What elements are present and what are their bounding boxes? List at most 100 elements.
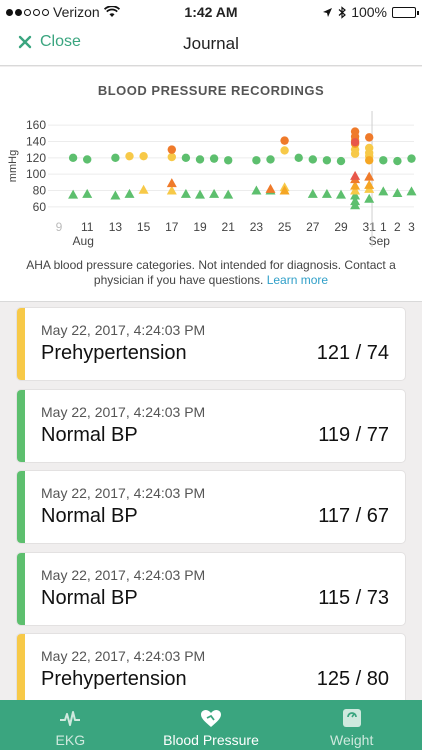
systolic-point (365, 133, 374, 142)
recording-date: May 22, 2017, 4:24:03 PM (41, 566, 206, 583)
recording-card[interactable]: May 22, 2017, 4:24:03 PM Prehypertension 1… (17, 634, 405, 700)
x-tick-label: 19 (193, 220, 207, 234)
x-tick-label: 31 (363, 220, 377, 234)
bluetooth-icon (338, 5, 347, 19)
battery-icon (392, 6, 419, 18)
learn-more-link[interactable]: Learn more (266, 273, 329, 287)
diastolic-point (364, 193, 375, 203)
diastolic-point (166, 178, 177, 188)
category-stripe (17, 552, 25, 625)
location-arrow-icon (323, 7, 333, 17)
x-tick-label: 13 (109, 220, 123, 234)
status-time: 1:42 AM (184, 4, 238, 20)
status-left: Verizon (6, 4, 120, 20)
recording-card[interactable]: May 22, 2017, 4:24:03 PM Normal BP 119 / 7… (17, 389, 405, 462)
recording-value: 121 / 74 (316, 342, 389, 364)
close-label: Close (40, 33, 81, 50)
x-tick-label: 27 (306, 220, 320, 234)
diastolic-point (251, 185, 262, 195)
x-tick-label: 15 (137, 220, 151, 234)
diastolic-point (350, 190, 361, 200)
tab-bar: EKG Blood Pressure Weight (0, 700, 422, 750)
diastolic-point (350, 180, 361, 190)
diastolic-point (209, 188, 220, 198)
diastolic-point (350, 185, 361, 195)
chart-title: BLOOD PRESSURE RECORDINGS (97, 83, 325, 98)
tab-ekg[interactable]: EKG (0, 700, 141, 750)
systolic-point (167, 145, 176, 154)
diastolic-point (378, 186, 389, 196)
month-label: Sep (369, 234, 391, 248)
signal-icon (6, 8, 49, 16)
systolic-point (393, 156, 402, 166)
category-stripe (17, 634, 25, 700)
diastolic-point (68, 189, 79, 199)
systolic-point (181, 153, 191, 163)
y-axis-label: mmHg (7, 150, 19, 182)
month-label: Aug (73, 234, 94, 248)
recording-category: Prehypertension (41, 342, 187, 364)
tab-weight[interactable]: Weight (281, 700, 422, 750)
y-tick-label: 80 (33, 184, 47, 198)
status-bar: Verizon 1:42 AM 100% (0, 0, 422, 22)
diastolic-point (166, 185, 177, 195)
category-stripe (17, 308, 25, 380)
systolic-point (308, 155, 317, 164)
recording-value: 117 / 67 (318, 505, 389, 527)
recordings-list[interactable]: May 22, 2017, 4:24:03 PM Prehypertension 1… (0, 302, 422, 700)
systolic-point (195, 155, 205, 164)
heart-pressure-icon (201, 710, 221, 727)
recording-date: May 22, 2017, 4:24:03 PM (41, 648, 206, 664)
x-tick-label: 1 (380, 220, 387, 234)
diastolic-point (350, 196, 361, 206)
recording-card[interactable]: May 22, 2017, 4:24:03 PM Normal BP 117 / 6… (17, 471, 405, 543)
diastolic-point (307, 188, 318, 198)
x-tick-label: 2 (394, 220, 401, 234)
systolic-point (266, 155, 275, 164)
diastolic-point (392, 188, 403, 197)
diastolic-point (82, 188, 93, 198)
systolic-point (322, 156, 332, 165)
systolic-point (365, 143, 374, 153)
status-right: 100% (322, 4, 419, 20)
diastolic-point (195, 189, 205, 199)
recording-card[interactable]: May 22, 2017, 4:24:03 PM Prehypertension 1… (17, 308, 405, 380)
diastolic-point (364, 179, 375, 189)
y-tick-label: 120 (26, 151, 46, 165)
diastolic-point (180, 188, 191, 198)
close-icon (18, 35, 32, 49)
carrier-label: Verizon (53, 4, 100, 20)
diastolic-point (110, 190, 121, 200)
x-tick-label: 29 (334, 220, 348, 234)
diastolic-point (350, 170, 361, 180)
nav-bar: Close Journal (0, 22, 422, 66)
systolic-point (280, 146, 289, 155)
y-tick-label: 140 (26, 134, 46, 148)
x-tick-label: 23 (250, 220, 264, 234)
chart-panel: BLOOD PRESSURE RECORDINGS mmHg 60 80 100 120… (0, 67, 422, 302)
wifi-icon (103, 6, 120, 17)
recording-card[interactable]: May 22, 2017, 4:24:03 PM Normal BP 115 / 7… (17, 552, 405, 625)
recording-category: Normal BP (41, 586, 138, 609)
tab-blood-pressure[interactable]: Blood Pressure (141, 700, 282, 750)
systolic-point (365, 156, 374, 165)
recording-category: Normal BP (41, 423, 138, 446)
recording-date: May 22, 2017, 4:24:03 PM (41, 403, 206, 420)
disclaimer: AHA blood pressure categories. Not inten… (0, 258, 422, 288)
close-button[interactable]: Close (18, 33, 81, 51)
systolic-point (294, 153, 303, 163)
scale-icon (342, 709, 361, 727)
disclaimer-text: AHA blood pressure categories. Not inten… (26, 258, 396, 287)
systolic-point (350, 138, 360, 147)
systolic-point (379, 156, 388, 165)
recording-date: May 22, 2017, 4:24:03 PM (41, 485, 206, 501)
systolic-point (336, 156, 346, 166)
y-tick-label: 60 (33, 200, 47, 214)
diastolic-point (265, 183, 276, 193)
recording-value: 119 / 77 (318, 423, 389, 446)
diastolic-point (223, 189, 234, 199)
diastolic-point (279, 185, 290, 195)
diastolic-point (336, 189, 346, 199)
diastolic-point (124, 188, 135, 198)
